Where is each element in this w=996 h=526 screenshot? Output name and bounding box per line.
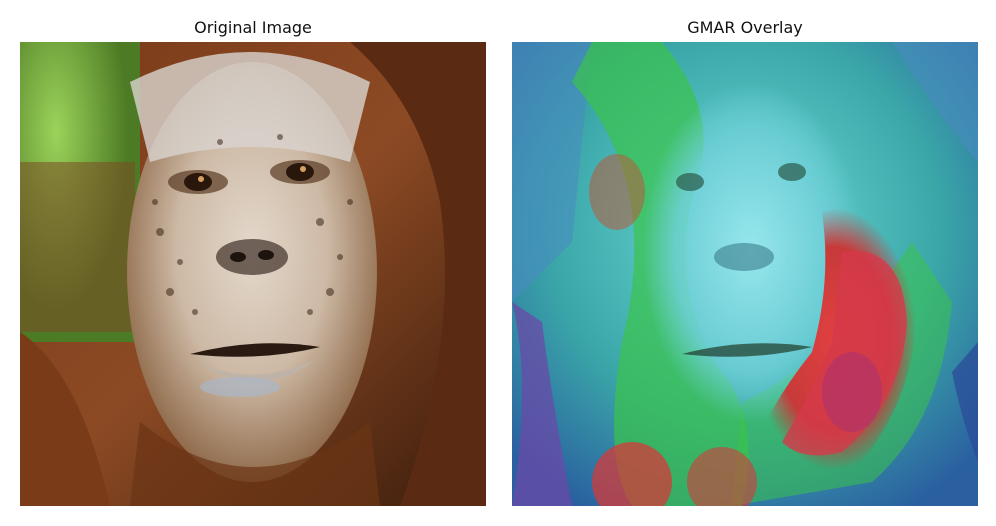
original-image xyxy=(20,42,486,506)
orangutan-photo xyxy=(20,42,486,506)
original-image-panel: Original Image xyxy=(20,0,486,526)
original-image-title: Original Image xyxy=(194,18,312,37)
gmar-heatmap-overlay xyxy=(512,42,978,506)
gmar-overlay-image xyxy=(512,42,978,506)
gmar-overlay-panel: GMAR Overlay xyxy=(512,0,978,526)
gmar-overlay-title: GMAR Overlay xyxy=(687,18,803,37)
